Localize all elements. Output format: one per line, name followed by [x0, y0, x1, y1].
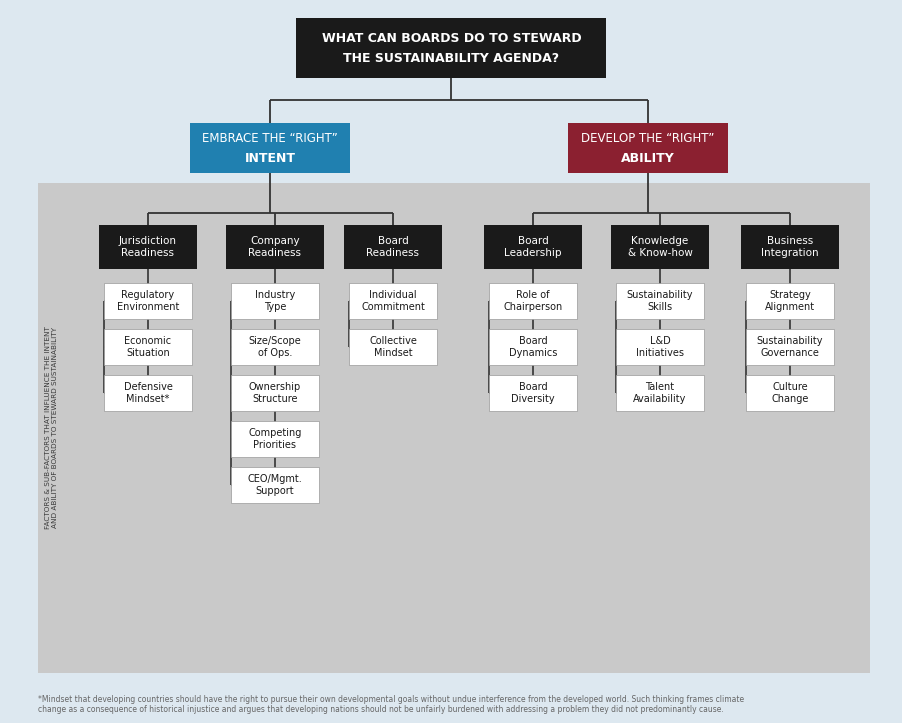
Bar	[348, 329, 437, 365]
Bar	[615, 283, 704, 319]
Bar	[226, 225, 324, 269]
Bar	[104, 375, 192, 411]
Bar	[231, 375, 318, 411]
Text: Knowledge
& Know-how: Knowledge & Know-how	[627, 236, 692, 258]
Bar	[231, 329, 318, 365]
Text: Board
Dynamics: Board Dynamics	[508, 336, 557, 358]
Text: Culture
Change: Culture Change	[770, 382, 808, 404]
Text: Sustainability
Skills: Sustainability Skills	[626, 290, 693, 312]
Text: Business
Integration: Business Integration	[760, 236, 818, 258]
Text: *Mindset that developing countries should have the right to pursue their own dev: *Mindset that developing countries shoul…	[38, 695, 743, 714]
Bar	[567, 123, 727, 173]
Bar	[344, 225, 441, 269]
Bar	[483, 225, 582, 269]
Bar	[489, 375, 576, 411]
Bar	[489, 329, 576, 365]
Bar	[745, 375, 833, 411]
Text: Economic
Situation: Economic Situation	[124, 336, 171, 358]
Text: Defensive
Mindset*: Defensive Mindset*	[124, 382, 172, 404]
Text: EMBRACE THE “RIGHT”: EMBRACE THE “RIGHT”	[202, 132, 337, 145]
Bar	[348, 283, 437, 319]
Text: ABILITY: ABILITY	[621, 152, 674, 165]
Text: Collective
Mindset: Collective Mindset	[369, 336, 417, 358]
Bar	[489, 283, 576, 319]
Text: DEVELOP THE “RIGHT”: DEVELOP THE “RIGHT”	[581, 132, 713, 145]
Bar	[615, 375, 704, 411]
Text: Board
Readiness: Board Readiness	[366, 236, 419, 258]
Bar	[745, 329, 833, 365]
Bar	[99, 225, 197, 269]
Bar	[38, 183, 869, 673]
Text: Individual
Commitment: Individual Commitment	[361, 290, 425, 312]
Text: Sustainability
Governance: Sustainability Governance	[756, 336, 823, 358]
Bar	[741, 225, 838, 269]
Text: Role of
Chairperson: Role of Chairperson	[502, 290, 562, 312]
Bar	[104, 283, 192, 319]
Bar	[104, 329, 192, 365]
Text: Jurisdiction
Readiness: Jurisdiction Readiness	[119, 236, 177, 258]
Text: Industry
Type: Industry Type	[254, 290, 295, 312]
Bar	[231, 421, 318, 457]
Bar	[231, 283, 318, 319]
Text: Board
Diversity: Board Diversity	[511, 382, 554, 404]
Bar	[189, 123, 350, 173]
Bar	[615, 329, 704, 365]
Text: Size/Scope
of Ops.: Size/Scope of Ops.	[248, 336, 301, 358]
Text: Board
Leadership: Board Leadership	[503, 236, 561, 258]
Text: FACTORS & SUB-FACTORS THAT INFLUENCE THE INTENT
AND ABILITY OF BOARDS TO STEWARD: FACTORS & SUB-FACTORS THAT INFLUENCE THE…	[45, 327, 59, 529]
Text: L&D
Initiatives: L&D Initiatives	[635, 336, 683, 358]
Text: Talent
Availability: Talent Availability	[632, 382, 686, 404]
Bar	[611, 225, 708, 269]
Text: Strategy
Alignment: Strategy Alignment	[764, 290, 815, 312]
Text: Ownership
Structure: Ownership Structure	[249, 382, 300, 404]
Text: THE SUSTAINABILITY AGENDA?: THE SUSTAINABILITY AGENDA?	[343, 51, 559, 64]
Text: Company
Readiness: Company Readiness	[248, 236, 301, 258]
Text: INTENT: INTENT	[244, 152, 295, 165]
Bar	[296, 18, 606, 78]
Bar	[231, 467, 318, 503]
Bar	[745, 283, 833, 319]
Text: Competing
Priorities: Competing Priorities	[248, 428, 301, 450]
Text: CEO/Mgmt.
Support: CEO/Mgmt. Support	[247, 474, 302, 496]
Text: Regulatory
Environment: Regulatory Environment	[116, 290, 179, 312]
Text: WHAT CAN BOARDS DO TO STEWARD: WHAT CAN BOARDS DO TO STEWARD	[321, 32, 581, 45]
